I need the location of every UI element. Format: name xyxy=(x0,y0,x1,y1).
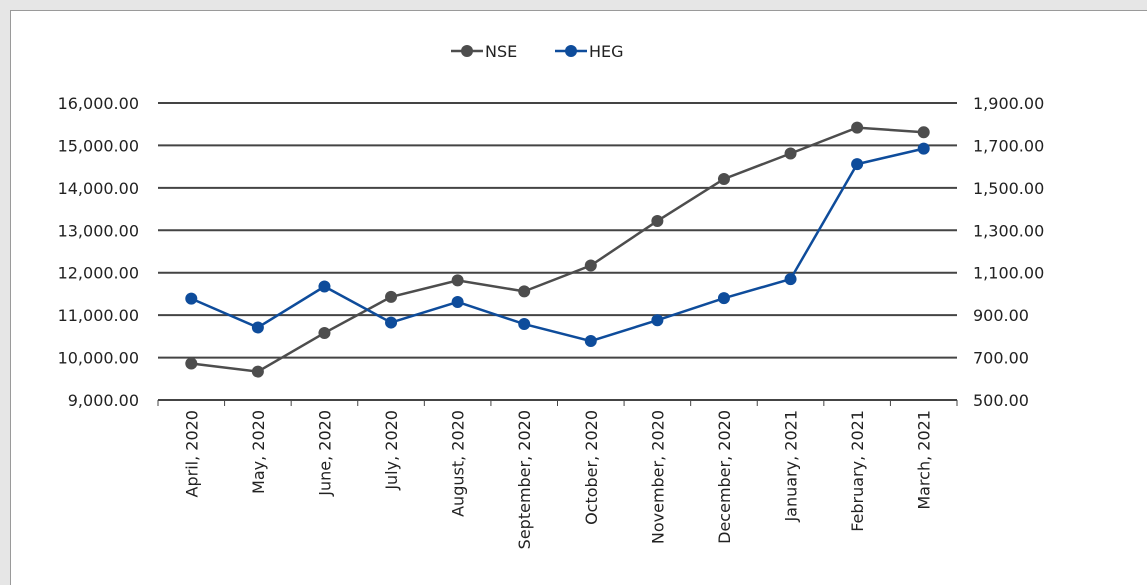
x-tick-label: October, 2020 xyxy=(582,410,601,525)
legend-label: HEG xyxy=(589,42,624,61)
data-point-heg xyxy=(584,335,597,348)
x-tick-label: January, 2021 xyxy=(782,410,801,523)
left-tick-label: 13,000.00 xyxy=(58,221,139,240)
right-tick-label: 700.00 xyxy=(973,349,1029,368)
data-point-nse xyxy=(518,285,531,298)
data-point-nse xyxy=(385,290,398,303)
data-point-nse xyxy=(584,259,597,272)
x-tick-label: April, 2020 xyxy=(182,410,201,497)
series xyxy=(185,121,930,378)
x-tick-label: June, 2020 xyxy=(315,410,334,497)
data-point-heg xyxy=(784,273,797,286)
data-point-nse xyxy=(851,121,864,134)
data-point-heg xyxy=(717,292,730,305)
x-tick-label: March, 2021 xyxy=(915,410,934,510)
line-chart: 9,000.00 10,000.00 11,000.00 12,000.00 13,00… xyxy=(58,42,1045,549)
x-axis-ticks: April, 2020 May, 2020 June, 2020 July, 2020… xyxy=(157,400,958,549)
data-point-nse xyxy=(451,274,464,287)
data-point-nse xyxy=(717,172,730,185)
gridlines xyxy=(158,102,957,401)
x-tick-label: August, 2020 xyxy=(449,410,468,517)
right-tick-label: 1,900.00 xyxy=(973,94,1044,113)
right-axis-ticks: 500.00 700.00 900.00 1,100.00 1,300.00 1,500.… xyxy=(973,94,1044,410)
right-tick-label: 900.00 xyxy=(973,306,1029,325)
right-tick-label: 1,100.00 xyxy=(973,264,1044,283)
legend-marker xyxy=(565,45,577,57)
left-tick-label: 15,000.00 xyxy=(58,136,139,155)
data-point-nse xyxy=(917,126,930,139)
data-point-heg xyxy=(518,318,531,331)
x-tick-label: December, 2020 xyxy=(715,410,734,544)
legend: NSE HEG xyxy=(451,42,624,61)
data-point-nse xyxy=(185,357,198,370)
legend-label: NSE xyxy=(485,42,517,61)
data-point-nse xyxy=(651,214,664,227)
data-point-heg xyxy=(251,321,264,334)
right-tick-label: 1,700.00 xyxy=(973,136,1044,155)
right-tick-label: 1,300.00 xyxy=(973,221,1044,240)
data-point-heg xyxy=(851,158,864,171)
data-point-heg xyxy=(917,142,930,155)
right-tick-label: 1,500.00 xyxy=(973,179,1044,198)
data-point-nse xyxy=(318,326,331,339)
legend-marker xyxy=(461,45,473,57)
right-tick-label: 500.00 xyxy=(973,391,1029,410)
left-tick-label: 12,000.00 xyxy=(58,264,139,283)
left-tick-label: 16,000.00 xyxy=(58,94,139,113)
chart-frame: 9,000.00 10,000.00 11,000.00 12,000.00 13,00… xyxy=(10,10,1147,585)
data-point-heg xyxy=(185,292,198,305)
data-point-heg xyxy=(385,316,398,329)
left-tick-label: 10,000.00 xyxy=(58,349,139,368)
x-tick-label: February, 2021 xyxy=(848,410,867,532)
left-tick-label: 11,000.00 xyxy=(58,306,139,325)
x-tick-label: July, 2020 xyxy=(382,410,401,491)
data-point-nse xyxy=(784,147,797,160)
series-line-heg xyxy=(190,147,924,343)
data-point-heg xyxy=(318,280,331,293)
data-point-heg xyxy=(651,314,664,327)
data-point-heg xyxy=(451,295,464,308)
x-tick-label: September, 2020 xyxy=(515,410,534,549)
left-axis-ticks: 9,000.00 10,000.00 11,000.00 12,000.00 13,00… xyxy=(58,94,139,410)
left-tick-label: 9,000.00 xyxy=(68,391,139,410)
x-tick-label: November, 2020 xyxy=(648,410,667,544)
series-line-nse xyxy=(191,126,924,373)
x-tick-label: May, 2020 xyxy=(249,410,268,494)
left-tick-label: 14,000.00 xyxy=(58,179,139,198)
data-point-nse xyxy=(251,365,264,378)
